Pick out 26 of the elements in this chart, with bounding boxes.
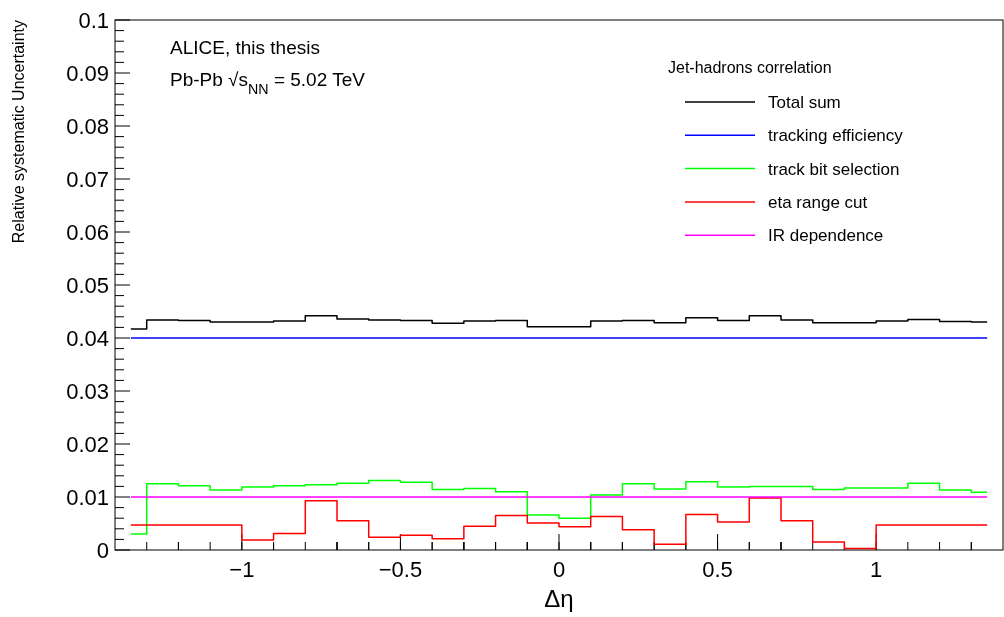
legend-label: track bit selection	[768, 159, 900, 179]
y-tick-label: 0.09	[66, 61, 109, 86]
y-tick-label: 0.08	[66, 114, 109, 139]
legend-label: IR dependence	[768, 226, 884, 246]
legend-label: tracking efficiency	[768, 126, 904, 146]
x-tick-label: 0.5	[702, 557, 733, 582]
annotation: ALICE, this thesis	[170, 37, 320, 58]
legend-label: Total sum	[768, 93, 841, 112]
legend-label: eta range cut	[768, 192, 868, 212]
y-tick-label: 0.01	[66, 485, 109, 510]
y-axis-title: Relative systematic Uncertainty	[10, 20, 27, 244]
y-tick-label: 0.05	[66, 273, 109, 298]
x-tick-label: −1	[229, 557, 255, 582]
y-tick-label: 0.02	[66, 432, 109, 457]
annotation: Pb-Pb √s$_{NN}$ = 5.02 TeV	[170, 69, 366, 97]
x-axis-title: Δη	[544, 585, 574, 612]
y-tick-label: 0.07	[66, 167, 109, 192]
y-tick-label: 0.04	[66, 326, 109, 351]
y-tick-label: 0	[96, 538, 109, 563]
x-tick-label: 1	[870, 557, 883, 582]
x-tick-label: 0	[552, 557, 566, 582]
legend-title: Jet-hadrons correlation	[668, 59, 832, 76]
y-tick-label: 0.03	[66, 379, 109, 404]
y-tick-label: 0.06	[66, 220, 109, 245]
y-tick-label: 0.1	[78, 8, 109, 33]
x-tick-label: −0.5	[378, 557, 423, 582]
